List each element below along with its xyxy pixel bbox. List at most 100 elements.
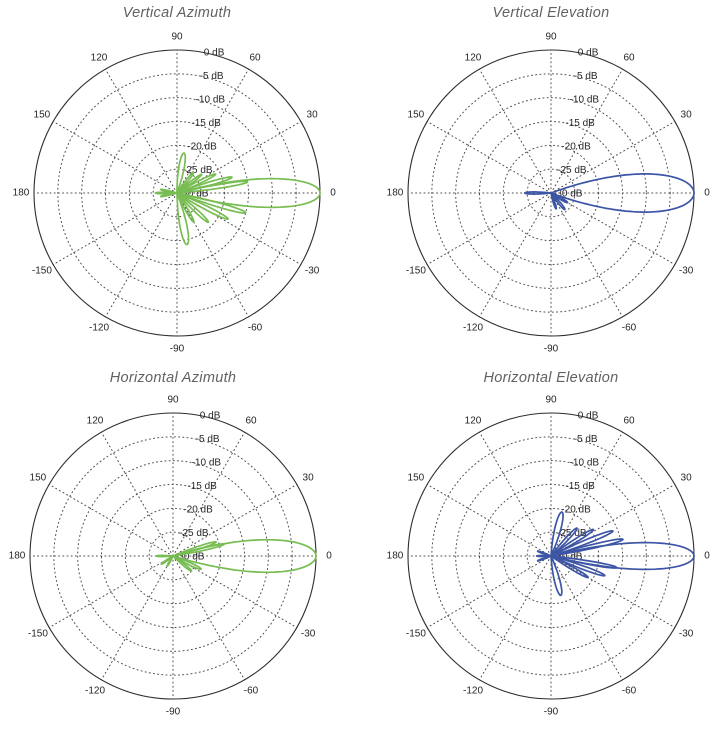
angle-tick-label: 90 xyxy=(545,395,557,406)
angle-tick-label: -150 xyxy=(406,629,426,640)
pattern-lobe xyxy=(550,511,564,557)
angle-spoke xyxy=(426,555,552,628)
angle-tick-label: -60 xyxy=(248,323,263,334)
polar-plot-vertical-elevation: 0 30 60 90 120 150 180 -150 -120 -90 -60 -30 0 dB -5 … xyxy=(387,32,711,355)
db-tick-label: -15 dB xyxy=(191,118,221,129)
db-tick-label: -25 dB xyxy=(183,165,213,176)
angle-tick-label: 150 xyxy=(34,110,51,121)
db-tick-label: -25 dB xyxy=(557,528,587,539)
angle-tick-label: 60 xyxy=(623,416,635,427)
db-tick-label: -5 dB xyxy=(200,71,224,82)
radiation-pattern xyxy=(535,511,695,597)
db-ring xyxy=(152,168,202,218)
db-tick-label: -20 dB xyxy=(187,142,217,153)
db-tick-label: -10 dB xyxy=(196,95,226,106)
angle-spoke xyxy=(176,68,249,194)
angle-tick-label: -150 xyxy=(28,629,48,640)
angle-tick-label: 0 xyxy=(704,188,710,199)
angle-tick-labels: 0 30 60 90 120 150 180 -150 -120 -90 -60 -30 xyxy=(387,395,711,718)
plot-title-horizontal-azimuth: Horizontal Azimuth xyxy=(109,370,237,386)
angle-spoke xyxy=(176,121,302,194)
angle-tick-label: 90 xyxy=(545,32,557,43)
angle-tick-label: 60 xyxy=(623,53,635,64)
db-ring xyxy=(53,436,293,676)
db-tick-label: -5 dB xyxy=(196,434,220,445)
polar-plot-vertical-azimuth: 0 30 60 90 120 150 180 -150 -120 -90 -60 -30 0 dB -5 … xyxy=(13,32,337,355)
angle-tick-label: -30 xyxy=(301,629,316,640)
db-tick-label: -25 dB xyxy=(179,528,209,539)
pattern-lobe xyxy=(166,555,174,568)
pattern-lobe xyxy=(550,555,590,579)
db-ring xyxy=(431,73,671,313)
pattern-lobe xyxy=(550,527,578,557)
db-ring xyxy=(455,97,647,289)
pattern-lobe xyxy=(160,555,174,566)
angle-spoke xyxy=(479,192,552,318)
angle-spoke xyxy=(52,192,178,265)
db-tick-label: -5 dB xyxy=(574,434,598,445)
angle-tick-label: 180 xyxy=(9,551,26,562)
db-tick-label: -20 dB xyxy=(561,505,591,516)
angle-tick-label: 120 xyxy=(87,416,104,427)
angle-spoke xyxy=(176,192,249,318)
db-ring xyxy=(431,436,671,676)
db-tick-label: -20 dB xyxy=(183,505,213,516)
angle-spoke xyxy=(479,431,552,557)
db-ring xyxy=(81,97,273,289)
pattern-lobe xyxy=(550,555,606,577)
pattern-lobe xyxy=(550,555,618,569)
db-ring xyxy=(526,168,576,218)
pattern-lobe xyxy=(523,191,552,195)
pattern-lobe xyxy=(172,555,193,572)
angle-spoke xyxy=(550,555,676,628)
db-ring xyxy=(526,531,576,581)
pattern-lobe xyxy=(172,540,217,557)
angle-tick-label: -150 xyxy=(406,266,426,277)
pattern-lobe xyxy=(155,554,174,558)
angle-tick-label: 120 xyxy=(465,416,482,427)
angle-tick-label: 0 xyxy=(330,188,336,199)
angle-tick-label: 60 xyxy=(245,416,257,427)
pattern-lobe xyxy=(176,173,217,194)
angle-spoke xyxy=(426,121,552,194)
db-ring xyxy=(148,531,198,581)
angle-tick-labels: 0 30 60 90 120 150 180 -150 -120 -90 -60 -30 xyxy=(387,32,711,355)
pattern-lobe xyxy=(176,171,195,194)
angle-spoke xyxy=(550,192,676,265)
db-tick-label: -15 dB xyxy=(187,481,217,492)
pattern-lobe xyxy=(536,555,552,562)
pattern-lobe xyxy=(176,173,203,194)
angle-tick-label: 0 xyxy=(326,551,332,562)
pattern-lobe xyxy=(172,538,317,574)
pattern-lobe xyxy=(176,192,210,224)
db-tick-labels: 0 dB -5 dB -10 dB -15 dB -20 dB -25 dB -30 dB xyxy=(179,48,225,200)
db-tick-label: 0 dB xyxy=(200,411,221,422)
db-tick-label: -10 dB xyxy=(570,95,600,106)
pattern-lobe xyxy=(176,192,190,246)
pattern-lobe xyxy=(176,192,247,214)
db-tick-label: -30 dB xyxy=(179,189,209,200)
db-tick-labels: 0 dB -5 dB -10 dB -15 dB -20 dB -25 dB -30 dB xyxy=(553,48,599,200)
db-tick-label: -30 dB xyxy=(175,552,205,563)
angle-tick-labels: 0 30 60 90 120 150 180 -150 -120 -90 -60 -30 xyxy=(13,32,337,355)
angle-tick-labels: 0 30 60 90 120 150 180 -150 -120 -90 -60 -30 xyxy=(9,395,333,718)
angle-tick-label: -120 xyxy=(85,686,105,697)
angle-spoke xyxy=(101,431,174,557)
plot-title-vertical-elevation: Vertical Elevation xyxy=(492,5,610,21)
polar-plot-horizontal-azimuth: 0 30 60 90 120 150 180 -150 -120 -90 -60 -30 0 dB -5 … xyxy=(9,395,333,718)
angle-spoke xyxy=(550,484,676,557)
radiation-pattern xyxy=(154,152,321,246)
angle-spoke xyxy=(426,192,552,265)
angle-spoke xyxy=(550,555,623,681)
db-ring xyxy=(57,73,297,313)
angle-spoke xyxy=(479,555,552,681)
radiation-pattern xyxy=(523,173,695,213)
pattern-lobe xyxy=(176,152,187,194)
angle-spoke xyxy=(550,192,623,318)
polar-grid xyxy=(29,412,317,700)
angle-tick-label: -90 xyxy=(166,707,181,718)
angle-tick-label: 30 xyxy=(303,473,315,484)
angle-tick-label: 60 xyxy=(249,53,261,64)
angle-tick-label: 30 xyxy=(307,110,319,121)
